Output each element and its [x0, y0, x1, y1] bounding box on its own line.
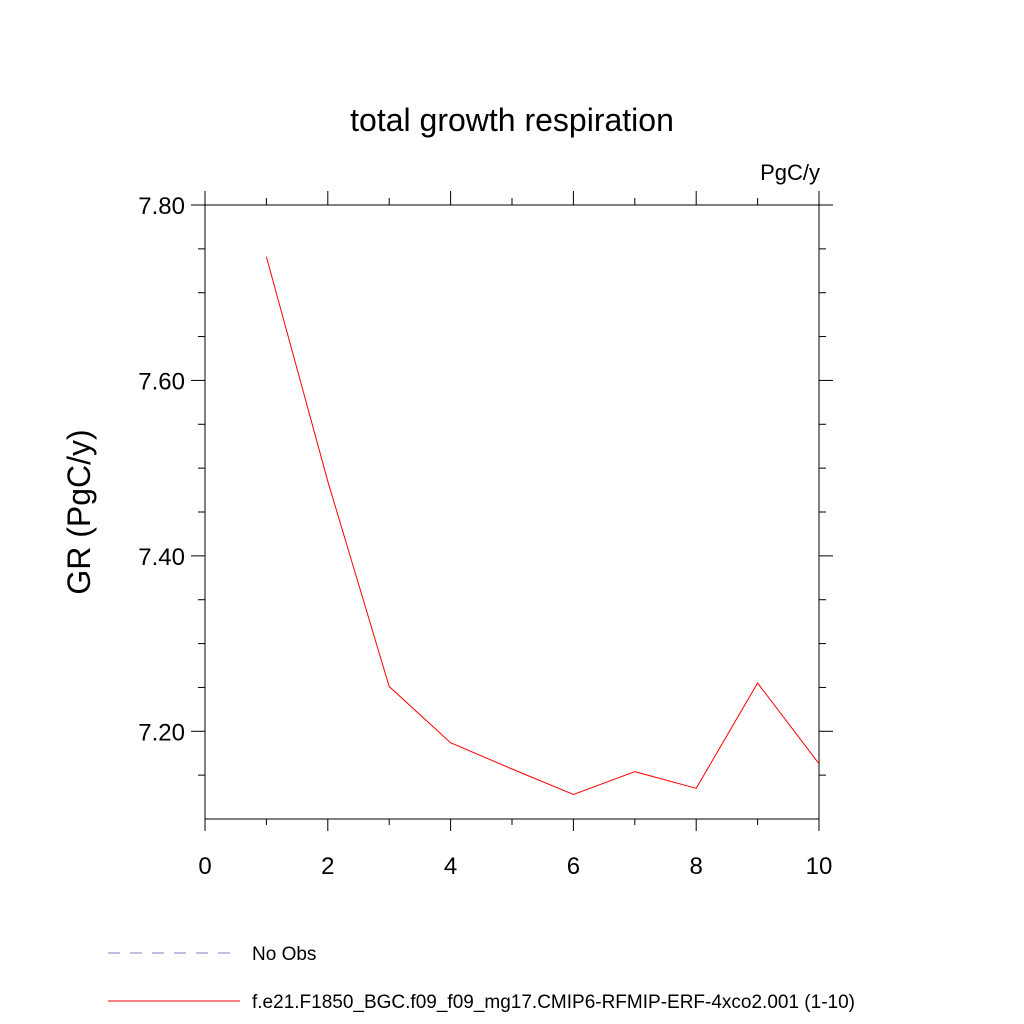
x-tick-label: 10	[806, 853, 833, 880]
legend: No Obs f.e21.F1850_BGC.f09_f09_mg17.CMIP…	[108, 944, 855, 1013]
x-axis: 0 2 4 6 8 10	[198, 191, 832, 880]
y-tick-label: 7.60	[138, 368, 185, 395]
units-label: PgC/y	[760, 160, 820, 185]
legend-label-model-run: f.e21.F1850_BGC.f09_f09_mg17.CMIP6-RFMIP…	[252, 992, 855, 1013]
x-tick-label: 6	[567, 853, 580, 880]
y-tick-label: 7.80	[138, 193, 185, 220]
series-line-1	[265, 256, 820, 795]
y-tick-label: 7.20	[138, 719, 185, 746]
y-tick-label: 7.40	[138, 544, 185, 571]
legend-label-no-obs: No Obs	[252, 944, 316, 965]
chart-title: total growth respiration	[350, 102, 674, 138]
x-tick-label: 4	[444, 853, 457, 880]
y-axis: 7.20 7.40 7.60 7.80	[138, 193, 833, 776]
x-tick-label: 8	[690, 853, 703, 880]
y-axis-label: GR (PgC/y)	[61, 429, 97, 594]
x-tick-label: 2	[321, 853, 334, 880]
plot-area	[265, 256, 820, 795]
x-tick-label: 0	[198, 853, 211, 880]
plot-frame	[204, 204, 820, 820]
